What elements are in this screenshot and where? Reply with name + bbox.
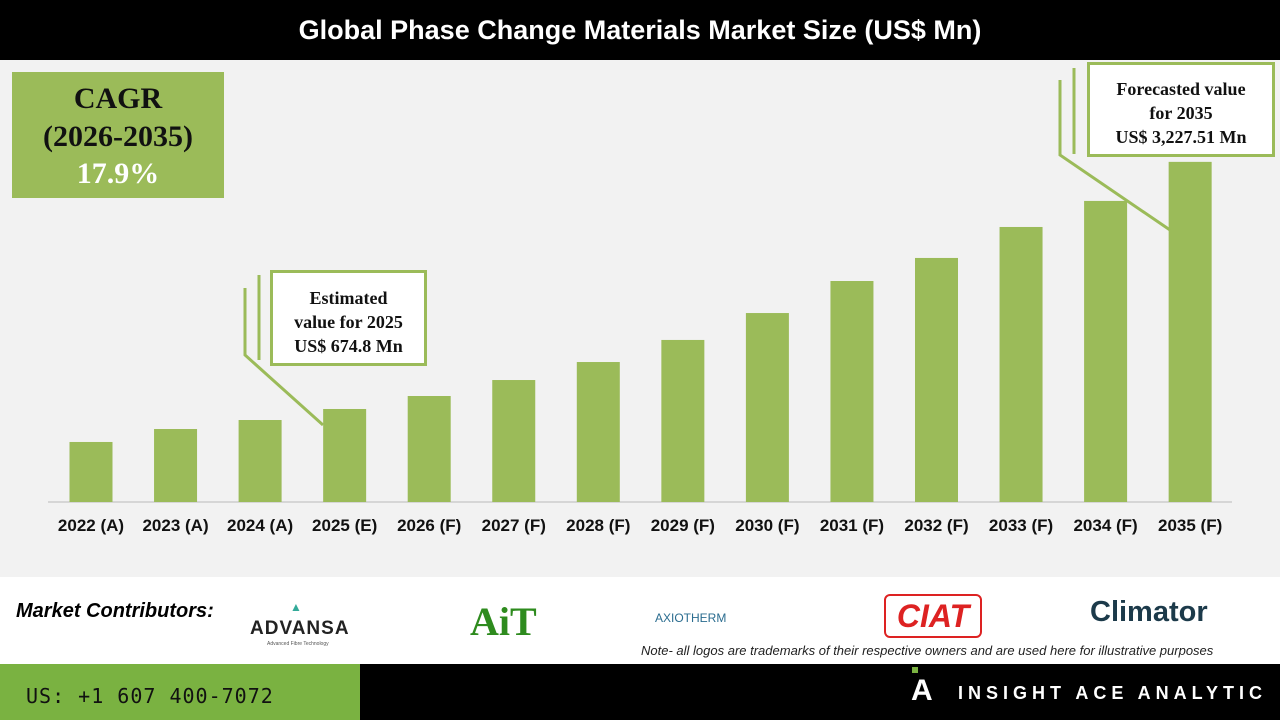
x-tick-label: 2034 (F) — [1073, 516, 1137, 535]
bar-2032 — [915, 257, 958, 502]
brand-logo-icon — [912, 667, 918, 673]
bar-2025 — [323, 408, 367, 502]
callout-line: Estimated — [309, 288, 388, 308]
logo-ait: AiT — [470, 599, 537, 644]
trademark-note: Note- all logos are trademarks of their … — [641, 643, 1214, 658]
brand-bar — [360, 664, 1280, 720]
bar-2029 — [661, 339, 705, 502]
callout-leader-2025 — [243, 288, 325, 427]
contributors-label: Market Contributors: — [16, 600, 214, 622]
x-tick-label: 2033 (F) — [989, 516, 1053, 535]
x-tick-label: 2022 (A) — [58, 516, 124, 535]
x-tick-label: 2035 (F) — [1158, 516, 1222, 535]
advansa-mark-icon: ▲ — [290, 600, 302, 614]
bar-2024 — [238, 420, 282, 502]
cagr-label: CAGR — [73, 82, 163, 115]
bar-2031 — [830, 280, 874, 502]
bar-2027 — [492, 380, 536, 502]
logo-ciat: CIAT — [884, 594, 982, 638]
bar-2023 — [154, 429, 198, 502]
logo-axiotherm: AXIOTHERM — [655, 611, 727, 625]
bar-2026 — [407, 395, 451, 502]
cagr-value: 17.9% — [76, 157, 160, 190]
x-tick-label: 2032 (F) — [904, 516, 968, 535]
cagr-period: (2026-2035) — [43, 120, 193, 153]
estimated-value-callout: Estimated value for 2025 US$ 674.8 Mn — [270, 270, 427, 366]
bar-2022 — [69, 441, 113, 502]
callout-line: value for 2025 — [294, 312, 403, 332]
chart-title: Global Phase Change Materials Market Siz… — [0, 0, 1280, 60]
logo-climator: Climator — [1090, 596, 1208, 628]
logo-advansa: ADVANSA — [250, 618, 350, 639]
x-tick-label: 2025 (E) — [312, 516, 377, 535]
x-tick-label: 2029 (F) — [651, 516, 715, 535]
x-tick-label: 2031 (F) — [820, 516, 884, 535]
x-tick-label: 2030 (F) — [735, 516, 799, 535]
x-tick-label: 2026 (F) — [397, 516, 461, 535]
bar-chart: 2022 (A) 2023 (A) 2024 (A) 2025 (E) 2026 (F)… — [48, 68, 1232, 535]
callout-line: US$ 3,227.51 Mn — [1115, 127, 1247, 147]
callout-line: US$ 674.8 Mn — [294, 336, 403, 356]
callout-leader-2035 — [1058, 80, 1171, 232]
brand-a-icon: A — [911, 674, 933, 707]
cagr-box: CAGR (2026-2035) 17.9% — [12, 72, 224, 198]
forecast-value-callout: Forecasted value for 2035 US$ 3,227.51 M… — [1087, 62, 1275, 157]
bar-2034 — [1084, 200, 1128, 503]
x-tick-label: 2027 (F) — [482, 516, 546, 535]
x-tick-label: 2023 (A) — [142, 516, 208, 535]
x-tick-label: 2028 (F) — [566, 516, 630, 535]
callout-line: Forecasted value — [1116, 79, 1246, 99]
brand-name: INSIGHT ACE ANALYTIC — [958, 683, 1268, 703]
x-tick-label: 2024 (A) — [227, 516, 293, 535]
bar-2035 — [1168, 161, 1212, 503]
logo-advansa-tagline: Advanced Fibre Technology — [267, 641, 329, 647]
callout-line: for 2035 — [1149, 103, 1213, 123]
bar-2030 — [745, 313, 789, 502]
phone-bar: US: +1 607 400-7072 — [0, 664, 360, 720]
bar-2028 — [576, 362, 620, 502]
phone-number: US: +1 607 400-7072 — [26, 684, 274, 708]
bar-2033 — [999, 226, 1043, 502]
